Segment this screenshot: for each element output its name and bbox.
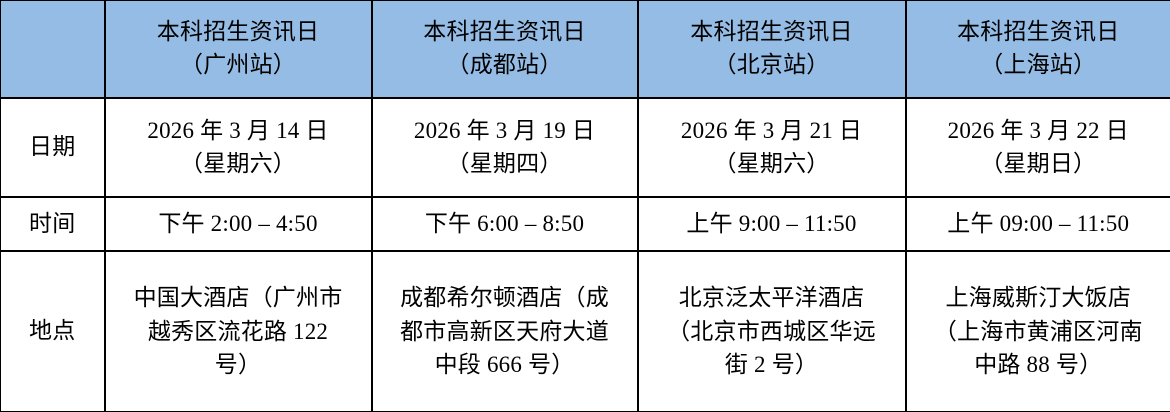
header-station-shanghai: （上海站） xyxy=(913,49,1165,82)
table-row-time: 时间 下午 2:00 – 4:50 下午 6:00 – 8:50 上午 9:00… xyxy=(1,197,1170,251)
venue-cell-shanghai: 上海威斯汀大饭店（上海市黄浦区河南中路 88 号） xyxy=(906,251,1170,412)
row-label-venue: 地点 xyxy=(1,251,105,412)
date-cell-beijing: 2026 年 3 月 21 日 （星期六） xyxy=(638,98,906,197)
venue-value-beijing: 北京泛太平洋酒店（北京市西城区华远街 2 号） xyxy=(645,281,899,381)
weekday-guangzhou: （星期六） xyxy=(112,148,365,181)
header-cell-beijing: 本科招生资讯日 （北京站） xyxy=(638,1,906,99)
header-station-chengdu: （成都站） xyxy=(379,49,631,82)
venue-cell-beijing: 北京泛太平洋酒店（北京市西城区华远街 2 号） xyxy=(638,251,906,412)
row-label-time: 时间 xyxy=(1,197,105,251)
table-row-venue: 地点 中国大酒店（广州市越秀区流花路 122 号） 成都希尔顿酒店（成都市高新区… xyxy=(1,251,1170,412)
weekday-beijing: （星期六） xyxy=(645,148,899,181)
venue-cell-chengdu: 成都希尔顿酒店（成都市高新区天府大道中段 666 号） xyxy=(372,251,638,412)
date-value-chengdu: 2026 年 3 月 19 日 xyxy=(379,115,631,148)
date-value-shanghai: 2026 年 3 月 22 日 xyxy=(913,115,1165,148)
date-value-beijing: 2026 年 3 月 21 日 xyxy=(645,115,899,148)
table-header-row: 本科招生资讯日 （广州站） 本科招生资讯日 （成都站） 本科招生资讯日 （北京站… xyxy=(1,1,1170,99)
header-cell-shanghai: 本科招生资讯日 （上海站） xyxy=(906,1,1170,99)
venue-value-guangzhou: 中国大酒店（广州市越秀区流花路 122 号） xyxy=(112,281,365,381)
weekday-shanghai: （星期日） xyxy=(913,148,1165,181)
header-title-beijing: 本科招生资讯日 xyxy=(645,16,899,49)
date-cell-chengdu: 2026 年 3 月 19 日 （星期四） xyxy=(372,98,638,197)
time-value-chengdu: 下午 6:00 – 8:50 xyxy=(379,208,631,241)
header-corner-cell xyxy=(1,1,105,99)
date-cell-shanghai: 2026 年 3 月 22 日 （星期日） xyxy=(906,98,1170,197)
header-cell-guangzhou: 本科招生资讯日 （广州站） xyxy=(105,1,372,99)
row-label-date: 日期 xyxy=(1,98,105,197)
time-cell-chengdu: 下午 6:00 – 8:50 xyxy=(372,197,638,251)
date-cell-guangzhou: 2026 年 3 月 14 日 （星期六） xyxy=(105,98,372,197)
date-value-guangzhou: 2026 年 3 月 14 日 xyxy=(112,115,365,148)
venue-value-shanghai: 上海威斯汀大饭店（上海市黄浦区河南中路 88 号） xyxy=(913,281,1165,381)
time-cell-shanghai: 上午 09:00 – 11:50 xyxy=(906,197,1170,251)
venue-value-chengdu: 成都希尔顿酒店（成都市高新区天府大道中段 666 号） xyxy=(379,281,631,381)
time-value-beijing: 上午 9:00 – 11:50 xyxy=(645,208,899,241)
time-value-shanghai: 上午 09:00 – 11:50 xyxy=(913,208,1165,241)
header-station-guangzhou: （广州站） xyxy=(112,49,365,82)
header-title-guangzhou: 本科招生资讯日 xyxy=(112,16,365,49)
table-row-date: 日期 2026 年 3 月 14 日 （星期六） 2026 年 3 月 19 日… xyxy=(1,98,1170,197)
weekday-chengdu: （星期四） xyxy=(379,148,631,181)
header-title-shanghai: 本科招生资讯日 xyxy=(913,16,1165,49)
time-cell-beijing: 上午 9:00 – 11:50 xyxy=(638,197,906,251)
header-title-chengdu: 本科招生资讯日 xyxy=(379,16,631,49)
header-station-beijing: （北京站） xyxy=(645,49,899,82)
time-cell-guangzhou: 下午 2:00 – 4:50 xyxy=(105,197,372,251)
header-cell-chengdu: 本科招生资讯日 （成都站） xyxy=(372,1,638,99)
time-value-guangzhou: 下午 2:00 – 4:50 xyxy=(112,208,365,241)
venue-cell-guangzhou: 中国大酒店（广州市越秀区流花路 122 号） xyxy=(105,251,372,412)
